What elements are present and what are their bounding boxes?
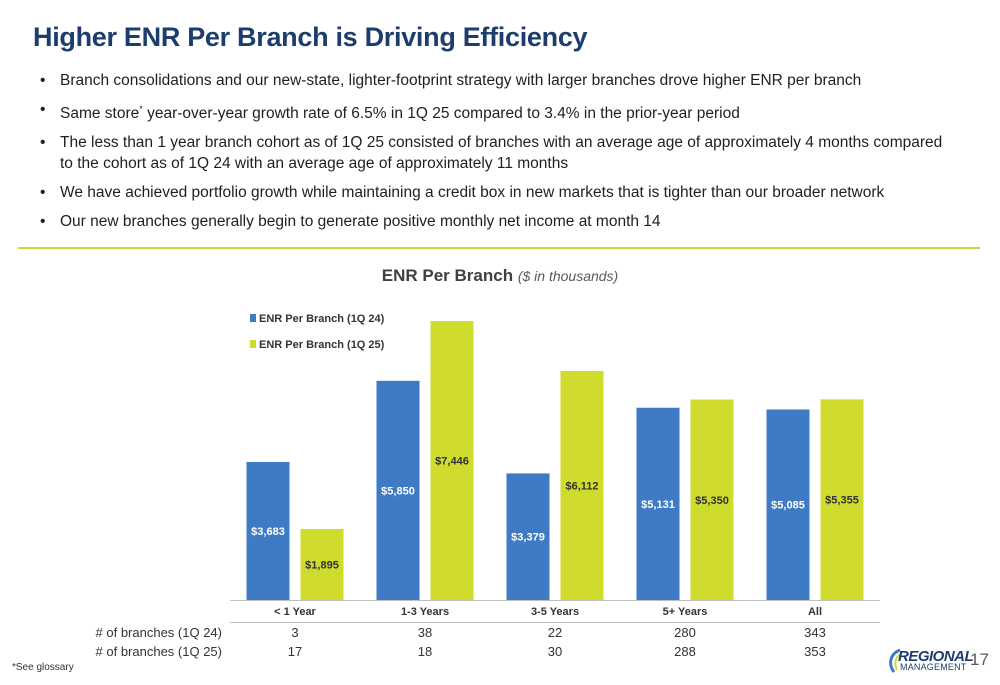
bullet-item: • Our new branches generally begin to gen… (38, 211, 958, 232)
branch-count: 30 (548, 644, 562, 659)
bar (820, 399, 864, 600)
category-label: 1-3 Years (401, 606, 449, 618)
page-title: Higher ENR Per Branch is Driving Efficie… (33, 22, 588, 52)
chart-title: ENR Per Branch ($ in thousands) (0, 266, 1000, 286)
bullet-item: • We have achieved portfolio growth while… (38, 182, 958, 203)
bullet-text: We have achieved portfolio growth while … (60, 184, 885, 202)
bar (506, 473, 550, 600)
divider-rule (18, 247, 980, 249)
bar (246, 461, 290, 600)
logo-wordmark: REGIONAL (898, 648, 974, 665)
bullet-dot: • (40, 101, 46, 118)
category-label: All (808, 606, 822, 618)
data-label: $5,085 (771, 500, 805, 512)
branch-count: 280 (674, 625, 696, 640)
bullet-dot: • (40, 72, 46, 89)
logo-swoosh-icon (889, 648, 902, 673)
bar (636, 407, 680, 600)
legend-label: ENR Per Branch (1Q 25) (259, 339, 385, 351)
branch-count: 22 (548, 625, 562, 640)
bullet-text: Our new branches generally begin to gene… (60, 213, 661, 231)
bullet-text: year-over-year growth rate of 6.5% in 1Q… (142, 105, 740, 123)
category-label: 5+ Years (663, 606, 708, 618)
data-label: $5,131 (641, 499, 675, 511)
bar (690, 399, 734, 600)
bullet-dot: • (40, 134, 46, 152)
legend-swatch (250, 340, 256, 348)
data-label: $5,350 (695, 495, 729, 507)
table-row-label: # of branches (1Q 25) (96, 644, 222, 659)
table-row-label: # of branches (1Q 24) (96, 625, 222, 640)
bullet-item: • Branch consolidations and our new-state… (38, 70, 958, 91)
page-number: 17 (970, 650, 989, 669)
company-logo: REGIONAL MANAGEMENT (886, 648, 974, 676)
bar (430, 321, 474, 600)
bar (300, 528, 344, 600)
bar (766, 409, 810, 600)
branch-count: 3 (291, 625, 298, 640)
legend-label: ENR Per Branch (1Q 24) (259, 313, 385, 325)
bar (560, 370, 604, 600)
bullet-text: Branch consolidations and our new-state,… (60, 72, 862, 89)
branch-count: 38 (418, 625, 432, 640)
branch-count: 18 (418, 644, 432, 659)
bullet-text: The less than 1 year branch cohort as of… (60, 134, 943, 173)
bullet-text: Same store (60, 105, 140, 123)
footnote-marker: * (139, 104, 143, 114)
data-label: $3,379 (511, 532, 545, 544)
category-label: 3-5 Years (531, 606, 579, 618)
logo-subword: MANAGEMENT (900, 662, 967, 672)
data-label: $7,446 (435, 456, 469, 468)
legend-swatch (250, 314, 256, 322)
data-label: $5,355 (825, 495, 859, 507)
chart-title-text: ENR Per Branch (381, 266, 514, 285)
bullet-list: • Branch consolidations and our new-state… (38, 70, 958, 240)
footnote: *See glossary (12, 662, 74, 673)
data-label: $3,683 (251, 526, 285, 538)
bar (376, 380, 420, 600)
data-label: $6,112 (565, 480, 598, 492)
category-label: < 1 Year (274, 606, 316, 618)
branch-count: 353 (804, 644, 826, 659)
data-label: $1,895 (305, 559, 339, 571)
branch-count: 288 (674, 644, 696, 659)
bullet-dot: • (40, 213, 46, 231)
bullet-dot: • (40, 184, 46, 202)
bullet-item: • Same store* year-over-year growth rate … (38, 99, 958, 124)
branch-count: 343 (804, 625, 826, 640)
bullet-item: • The less than 1 year branch cohort as o… (38, 132, 958, 174)
data-label: $5,850 (381, 485, 415, 497)
chart-subtitle: ($ in thousands) (517, 268, 619, 284)
branch-count: 17 (288, 644, 302, 659)
